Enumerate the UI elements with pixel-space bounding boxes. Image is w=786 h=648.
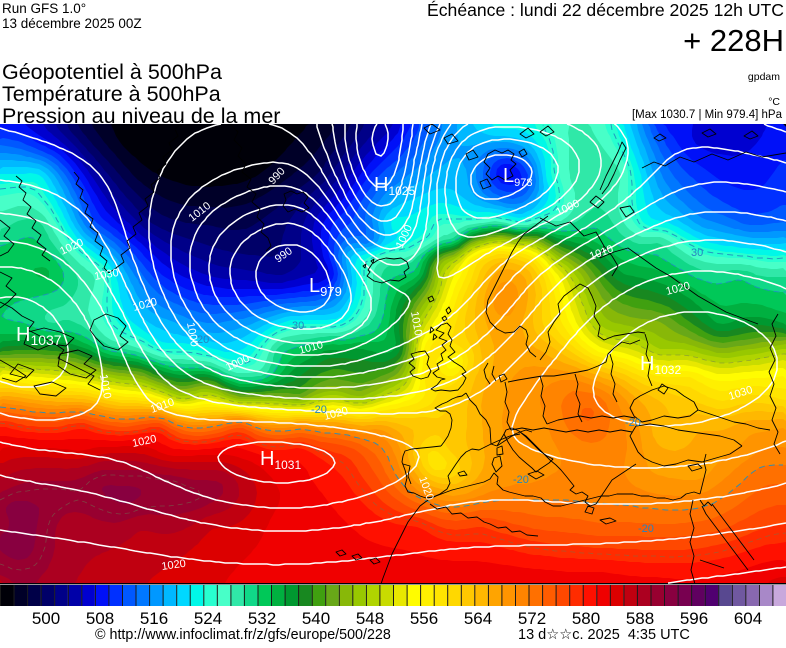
- svg-text:1020: 1020: [131, 433, 157, 450]
- svg-text:30: 30: [292, 320, 304, 332]
- svg-text:-20: -20: [638, 523, 654, 535]
- svg-text:30: 30: [691, 247, 703, 259]
- svg-text:1020: 1020: [161, 558, 187, 573]
- svg-text:-20: -20: [625, 417, 641, 429]
- svg-text:20: 20: [197, 334, 209, 346]
- svg-text:1030: 1030: [93, 267, 119, 283]
- svg-text:1010: 1010: [408, 310, 424, 336]
- svg-text:-20: -20: [311, 404, 327, 416]
- svg-text:-20: -20: [513, 474, 529, 486]
- svg-text:H1037: H1037: [16, 324, 62, 348]
- svg-text:1010: 1010: [97, 373, 113, 399]
- svg-text:1000: 1000: [184, 321, 200, 347]
